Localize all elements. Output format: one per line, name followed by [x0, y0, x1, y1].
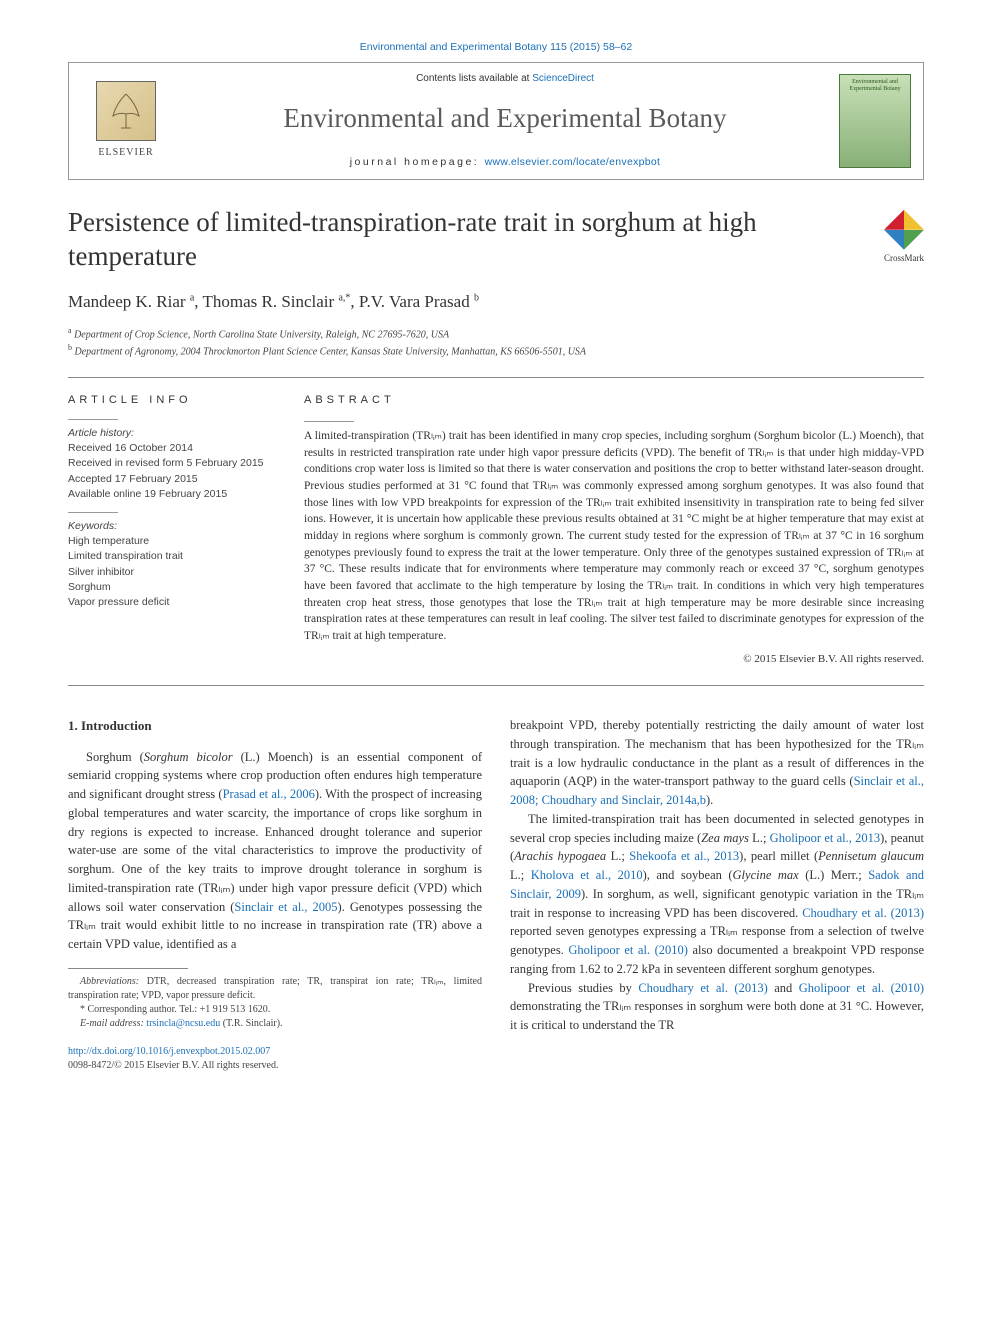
- abbreviations-footnote: Abbreviations: DTR, decreased transpirat…: [68, 975, 482, 1003]
- authors: Mandeep K. Riar a, Thomas R. Sinclair a,…: [68, 289, 924, 315]
- contents-prefix: Contents lists available at: [416, 73, 532, 84]
- affiliation-line: a Department of Crop Science, North Caro…: [68, 325, 924, 342]
- abstract-heading: ABSTRACT: [304, 392, 924, 409]
- history-line: Accepted 17 February 2015: [68, 472, 276, 487]
- ref-kholova-2010[interactable]: Kholova et al., 2010: [531, 868, 643, 882]
- footnote-divider: [68, 968, 188, 969]
- body-column-right: breakpoint VPD, thereby potentially rest…: [510, 716, 924, 1073]
- abstract-copyright: © 2015 Elsevier B.V. All rights reserved…: [304, 651, 924, 668]
- ref-gholipoor-2010b[interactable]: Gholipoor et al. (2010): [799, 981, 924, 995]
- article-title: Persistence of limited-transpiration-rat…: [68, 206, 864, 274]
- ref-gholipoor-2013[interactable]: Gholipoor et al., 2013: [770, 831, 880, 845]
- elsevier-logo[interactable]: ELSEVIER: [81, 71, 171, 171]
- keyword-line: Vapor pressure deficit: [68, 595, 276, 610]
- keyword-line: Silver inhibitor: [68, 565, 276, 580]
- homepage-prefix: journal homepage:: [350, 156, 485, 168]
- ref-gholipoor-2010[interactable]: Gholipoor et al. (2010): [568, 943, 688, 957]
- elsevier-text: ELSEVIER: [98, 145, 153, 160]
- footnotes: Abbreviations: DTR, decreased transpirat…: [68, 975, 482, 1031]
- intro-para-3: Previous studies by Choudhary et al. (20…: [510, 979, 924, 1035]
- corresponding-author-footnote: * Corresponding author. Tel.: +1 919 513…: [68, 1003, 482, 1017]
- issn: 0098-8472/: [68, 1060, 114, 1071]
- article-info-heading: ARTICLE INFO: [68, 392, 276, 409]
- sciencedirect-link[interactable]: ScienceDirect: [532, 73, 594, 84]
- ref-choudhary-2013b[interactable]: Choudhary et al. (2013): [638, 981, 767, 995]
- journal-header-box: ELSEVIER Contents lists available at Sci…: [68, 62, 924, 180]
- cover-line-1: Environmental and: [852, 79, 898, 86]
- info-divider-1: [68, 419, 118, 420]
- homepage-link[interactable]: www.elsevier.com/locate/envexpbot: [485, 156, 661, 168]
- elsevier-tree-icon: [96, 81, 156, 141]
- keyword-line: Limited transpiration trait: [68, 549, 276, 564]
- history-line: Available online 19 February 2015: [68, 487, 276, 502]
- cover-line-2: Experimental Botany: [849, 86, 900, 93]
- email-footnote: E-mail address: trsincla@ncsu.edu (T.R. …: [68, 1017, 482, 1031]
- intro-para-1-cont: breakpoint VPD, thereby potentially rest…: [510, 716, 924, 810]
- ref-sinclair-2005[interactable]: Sinclair et al., 2005: [234, 900, 337, 914]
- citation-header[interactable]: Environmental and Experimental Botany 11…: [68, 40, 924, 56]
- section-1-heading: 1. Introduction: [68, 716, 482, 736]
- article-history-block: Article history: Received 16 October 201…: [68, 426, 276, 502]
- crossmark-badge[interactable]: CrossMark: [884, 210, 924, 266]
- intro-para-2: The limited-transpiration trait has been…: [510, 810, 924, 979]
- email-link[interactable]: trsincla@ncsu.edu: [146, 1018, 220, 1029]
- intro-para-1: Sorghum (Sorghum bicolor (L.) Moench) is…: [68, 748, 482, 954]
- crossmark-label: CrossMark: [884, 252, 924, 266]
- article-info-sidebar: ARTICLE INFO Article history: Received 1…: [68, 392, 276, 667]
- crossmark-icon: [884, 210, 924, 250]
- keywords-block: Keywords: High temperatureLimited transp…: [68, 519, 276, 610]
- abstract-column: ABSTRACT A limited-transpiration (TRₗᵢₘ)…: [304, 392, 924, 667]
- keyword-line: High temperature: [68, 534, 276, 549]
- affiliations: a Department of Crop Science, North Caro…: [68, 325, 924, 360]
- doi-link[interactable]: http://dx.doi.org/10.1016/j.envexpbot.20…: [68, 1046, 270, 1057]
- contents-line: Contents lists available at ScienceDirec…: [171, 71, 839, 86]
- ref-prasad-2006[interactable]: Prasad et al., 2006: [223, 787, 315, 801]
- abstract-text: A limited-transpiration (TRₗᵢₘ) trait ha…: [304, 428, 924, 645]
- keyword-line: Sorghum: [68, 580, 276, 595]
- divider-bottom: [68, 685, 924, 686]
- journal-cover-icon: Environmental and Experimental Botany: [839, 74, 911, 168]
- keywords-label: Keywords:: [68, 519, 276, 534]
- history-label: Article history:: [68, 426, 276, 441]
- homepage-line: journal homepage: www.elsevier.com/locat…: [171, 155, 839, 171]
- history-line: Received in revised form 5 February 2015: [68, 456, 276, 471]
- divider-top: [68, 377, 924, 378]
- ref-choudhary-2013[interactable]: Choudhary et al. (2013): [802, 906, 924, 920]
- doi-block: http://dx.doi.org/10.1016/j.envexpbot.20…: [68, 1045, 482, 1073]
- history-line: Received 16 October 2014: [68, 441, 276, 456]
- affiliation-line: b Department of Agronomy, 2004 Throckmor…: [68, 342, 924, 359]
- abstract-divider: [304, 421, 354, 422]
- doi-copyright: © 2015 Elsevier B.V. All rights reserved…: [114, 1060, 278, 1071]
- info-divider-2: [68, 512, 118, 513]
- journal-title: Environmental and Experimental Botany: [171, 98, 839, 139]
- ref-shekoofa-2013[interactable]: Shekoofa et al., 2013: [629, 849, 739, 863]
- body-column-left: 1. Introduction Sorghum (Sorghum bicolor…: [68, 716, 482, 1073]
